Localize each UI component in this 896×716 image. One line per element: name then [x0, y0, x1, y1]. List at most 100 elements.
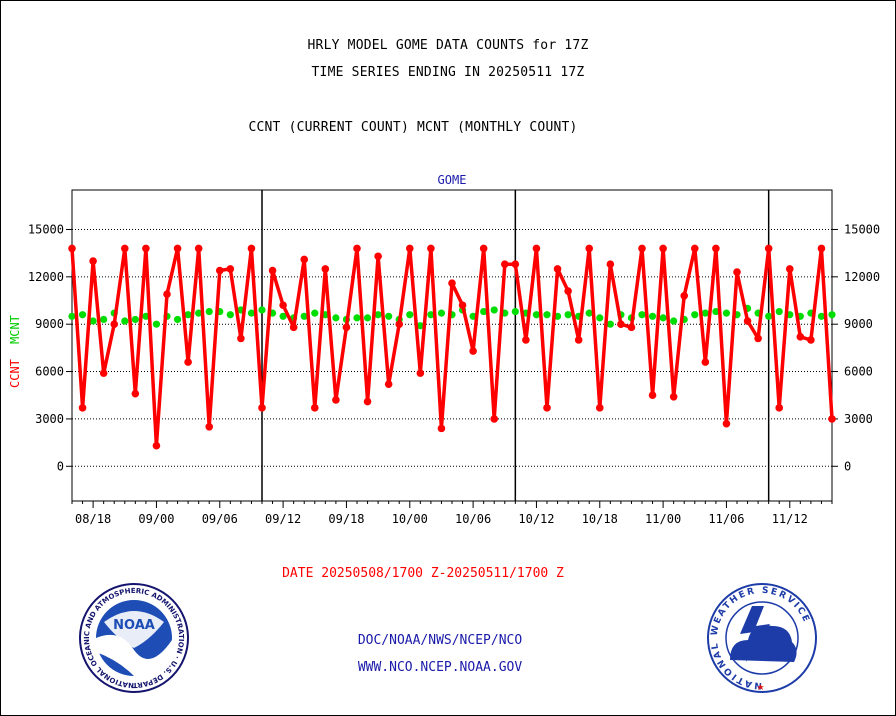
ccnt-point — [427, 244, 435, 253]
ccnt-point — [437, 424, 446, 433]
xtick-label: 11/00 — [645, 512, 681, 526]
mcnt-point — [173, 315, 182, 324]
ytick-label-left: 3000 — [35, 412, 64, 426]
ccnt-point — [374, 252, 382, 261]
mcnt-point — [480, 307, 488, 316]
ccnt-point — [142, 244, 150, 253]
ccnt-point — [310, 404, 319, 412]
mcnt-point — [131, 315, 139, 324]
ytick-label-left: 9000 — [35, 317, 64, 331]
mcnt-point — [427, 311, 435, 319]
mcnt-point — [89, 317, 97, 325]
ccnt-point — [595, 404, 604, 412]
ccnt-point — [553, 265, 562, 273]
ccnt-point — [722, 419, 731, 428]
ytick-label-right: 9000 — [844, 317, 873, 331]
ccnt-point — [469, 347, 477, 355]
ccnt-point — [163, 290, 171, 298]
mcnt-point — [184, 311, 192, 319]
ccnt-point — [743, 317, 752, 325]
ccnt-point — [712, 244, 720, 253]
ccnt-point — [89, 257, 97, 265]
ccnt-point — [785, 265, 794, 273]
ccnt-point — [268, 266, 277, 275]
website-link[interactable]: WWW.NCO.NCEP.NOAA.GOV — [357, 660, 523, 675]
axis-label-layer: 0 0 3000 3000 6000 6000 9000 9000 12000 12000 1500… — [28, 222, 880, 526]
xtick-label: 09/12 — [265, 512, 301, 526]
mcnt-point — [543, 311, 551, 319]
mcnt-point — [363, 314, 372, 322]
ccnt-point — [690, 244, 699, 253]
ccnt-point — [522, 336, 530, 344]
mcnt-point — [828, 311, 836, 319]
ccnt-point — [627, 323, 636, 332]
ccnt-point — [490, 415, 499, 423]
ytick-label-left: 0 — [57, 459, 64, 473]
xtick-label: 08/18 — [75, 512, 111, 526]
mcnt-point — [205, 307, 213, 316]
y-axis-label-mcnt: MCNT — [8, 315, 22, 344]
mcnt-point — [775, 307, 783, 316]
ccnt-point — [416, 369, 425, 377]
chart-header-line1: HRLY MODEL GOME DATA COUNTS for 17Z — [307, 38, 589, 53]
mcnt-point — [722, 309, 731, 317]
ytick-label-left: 15000 — [28, 222, 64, 236]
ccnt-point — [680, 291, 689, 300]
mcnt-point — [152, 320, 161, 328]
series-ccnt — [68, 244, 836, 450]
ccnt-point — [648, 391, 657, 400]
plot-title: GOME — [438, 173, 467, 187]
mcnt-point — [247, 309, 256, 317]
ytick-label-left: 6000 — [35, 365, 64, 379]
mcnt-point — [258, 306, 266, 314]
ccnt-point — [215, 266, 224, 275]
date-range: DATE 20250508/1700 Z-20250511/1700 Z — [282, 566, 564, 581]
ccnt-point — [194, 244, 203, 253]
ccnt-point — [247, 244, 256, 253]
day-boundary-layer — [261, 190, 770, 501]
ccnt-point — [543, 404, 551, 412]
ccnt-point — [99, 369, 108, 377]
mcnt-point — [416, 322, 424, 330]
mcnt-point — [691, 311, 699, 319]
mcnt-point — [300, 312, 308, 320]
ccnt-point — [173, 244, 182, 253]
ccnt-point — [353, 244, 361, 253]
ccnt-point — [120, 244, 129, 253]
ccnt-point — [78, 404, 87, 412]
mcnt-point — [226, 311, 234, 319]
ccnt-point — [458, 301, 467, 310]
noaa-logo: NATIONAL OCEANIC AND ATMOSPHERIC ADMINIS… — [0, 0, 189, 693]
ccnt-point — [754, 334, 762, 343]
ccnt-point — [395, 320, 404, 328]
ccnt-point — [701, 358, 710, 366]
mcnt-point — [490, 306, 498, 314]
ccnt-point — [511, 260, 520, 268]
mcnt-point — [121, 317, 129, 325]
ccnt-point — [110, 320, 119, 328]
org-link[interactable]: DOC/NOAA/NWS/NCEP/NCO — [357, 633, 523, 648]
chart-header-line2: TIME SERIES ENDING IN 20250511 17Z — [311, 65, 585, 80]
ccnt-point — [184, 358, 192, 366]
mcnt-point — [406, 311, 414, 319]
ccnt-point — [638, 244, 646, 253]
mcnt-point — [311, 309, 319, 317]
mcnt-point — [78, 311, 87, 319]
ccnt-point — [342, 323, 351, 332]
mcnt-point — [100, 315, 108, 324]
ccnt-point — [205, 423, 214, 431]
mcnt-point — [353, 314, 361, 322]
ccnt-point — [300, 255, 309, 264]
xtick-label: 10/12 — [518, 512, 554, 526]
ccnt-point — [585, 244, 594, 253]
mcnt-point — [279, 312, 287, 320]
xtick-label: 11/06 — [708, 512, 744, 526]
mcnt-point — [817, 312, 826, 320]
ccnt-point — [363, 397, 372, 406]
ytick-label-right: 12000 — [844, 270, 880, 284]
mcnt-point — [511, 307, 519, 316]
chart-header-line3: CCNT (CURRENT COUNT) MCNT (MONTHLY COUNT… — [248, 120, 578, 135]
noaa-seal-text: NATIONAL OCEANIC AND ATMOSPHERIC ADMINIS… — [0, 0, 185, 689]
axis-tick-layer — [66, 228, 838, 508]
